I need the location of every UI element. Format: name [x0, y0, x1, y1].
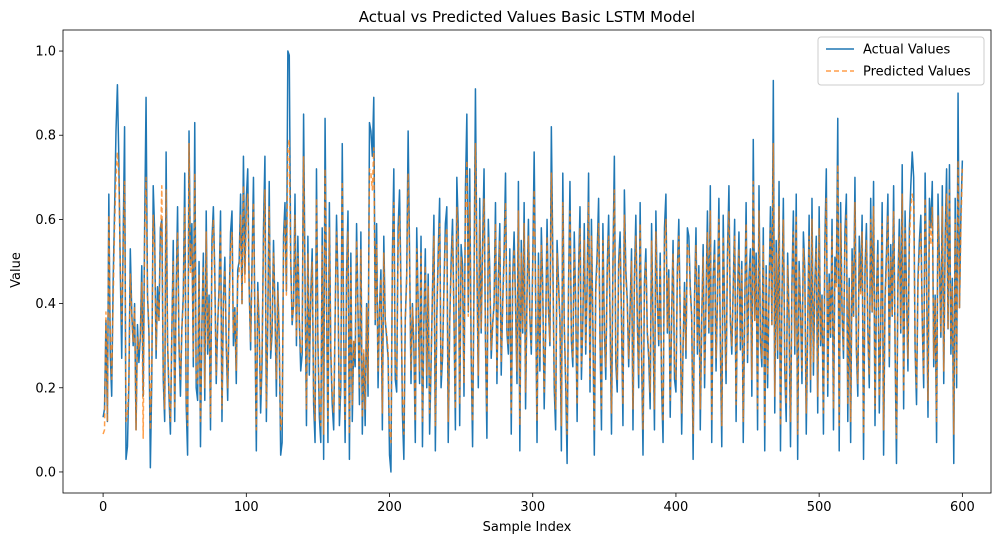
y-tick-label: 0.4 [35, 297, 56, 312]
legend-label-actual: Actual Values [863, 43, 951, 58]
x-tick-label: 300 [520, 500, 545, 515]
y-axis-label: Value [9, 252, 24, 288]
legend: Actual Values Predicted Values [817, 36, 985, 86]
axes-frame [62, 29, 992, 494]
y-tick-label: 0.0 [35, 465, 56, 480]
actual-values-line [102, 50, 964, 473]
y-tick-label: 0.2 [35, 381, 56, 396]
x-tick-label: 600 [950, 500, 975, 515]
chart-title: Actual vs Predicted Values Basic LSTM Mo… [359, 8, 695, 26]
axes: 0 100 200 300 400 500 600 0.0 0.2 0.4 0.6 0.8 1.0 [35, 29, 992, 515]
y-tick-label: 0.8 [35, 129, 56, 144]
legend-box [817, 36, 985, 86]
x-tick-label: 100 [234, 500, 259, 515]
x-tick-label: 0 [99, 500, 107, 515]
x-tick-label: 200 [377, 500, 402, 515]
legend-label-predicted: Predicted Values [863, 65, 971, 80]
x-axis-label: Sample Index [483, 520, 572, 535]
predicted-values-line [102, 138, 964, 444]
plot-area [102, 50, 964, 473]
y-tick-label: 1.0 [35, 45, 56, 60]
x-tick-label: 500 [807, 500, 832, 515]
x-tick-label: 400 [664, 500, 689, 515]
y-tick-label: 0.6 [35, 213, 56, 228]
